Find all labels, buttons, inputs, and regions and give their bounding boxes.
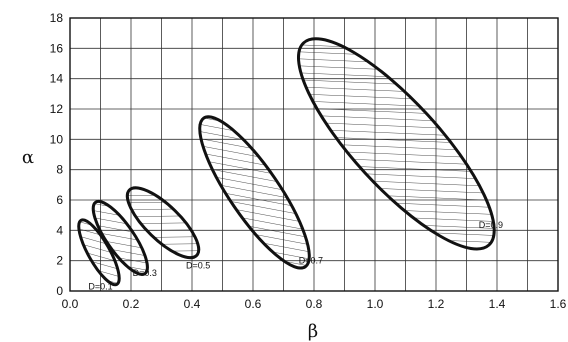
regions: [77, 37, 496, 287]
y-tick-label: 8: [56, 163, 63, 177]
x-tick-label: 0.8: [306, 297, 323, 311]
y-tick-label: 16: [50, 41, 64, 55]
y-tick-label: 14: [50, 72, 64, 86]
plot-frame: [69, 17, 559, 292]
x-tick-label: 0.2: [123, 297, 140, 311]
x-tick-label: 0.0: [62, 297, 79, 311]
x-tick-label: 1.6: [550, 297, 567, 311]
y-tick-label: 10: [50, 132, 64, 146]
y-tick-label: 18: [50, 11, 64, 25]
region-label: D=0.3: [133, 268, 157, 278]
y-tick-label: 12: [50, 102, 64, 116]
region-D-0_1: [77, 218, 121, 287]
region-D-0_5: [198, 115, 311, 270]
y-axis-label: α: [22, 147, 34, 168]
plot-border: [69, 17, 559, 292]
x-tick-label: 1.2: [428, 297, 445, 311]
x-tick-label: 0.6: [245, 297, 262, 311]
x-tick-labels: 0.0 0.2 0.4 0.6 0.8 1.0 1.2 1.4 1.6: [62, 297, 567, 311]
y-tick-label: 6: [56, 193, 63, 207]
y-tick-label: 4: [56, 223, 63, 237]
region-label: D=0.1: [88, 281, 112, 291]
grid: [70, 18, 558, 291]
y-tick-label: 2: [56, 254, 63, 268]
region-D-0_3: [125, 186, 201, 260]
region-label: D=0.5: [186, 260, 210, 270]
x-tick-label: 1.4: [489, 297, 506, 311]
y-tick-labels: 0 2 4 6 8 10 12 14 16 18: [50, 11, 64, 298]
region-D-0_7: [296, 37, 496, 251]
region-labels: D=0.1 D=0.3 D=0.5 D=0.7 D=0.9: [88, 220, 503, 291]
x-axis-label: β: [308, 321, 318, 342]
y-tick-label: 0: [56, 284, 63, 298]
x-tick-label: 1.0: [367, 297, 384, 311]
region-label: D=0.9: [479, 220, 503, 230]
x-tick-label: 0.4: [184, 297, 201, 311]
region-D-0_2: [91, 199, 149, 276]
region-label: D=0.7: [299, 256, 323, 266]
